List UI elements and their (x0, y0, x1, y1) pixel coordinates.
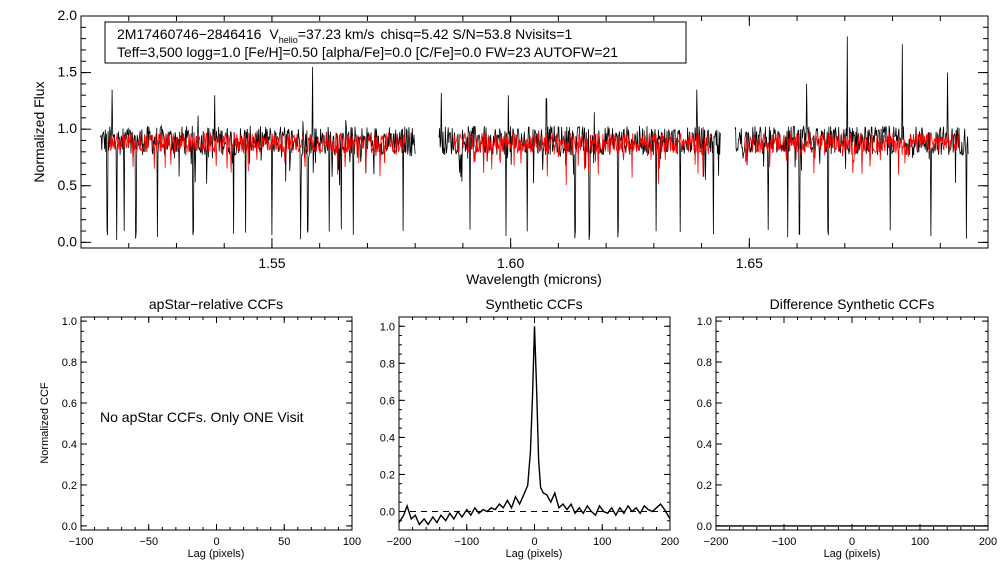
apstar-ytick-label: 0.4 (62, 439, 77, 451)
synthetic-ccf-title: Synthetic CCFs (485, 296, 582, 312)
spectrum-ytick-label: 2.0 (58, 7, 78, 23)
no-ccf-message: No apStar CCFs. Only ONE Visit (100, 409, 304, 425)
apstar-xtick-label: 100 (343, 536, 361, 548)
apstar-xtick-label: −50 (139, 536, 158, 548)
synthetic-ccf-curve (398, 326, 671, 526)
synthetic-ytick-label: 1.0 (380, 321, 395, 333)
model-spectrum-line (109, 131, 960, 186)
synthetic-xtick-label: 200 (661, 536, 679, 548)
ccf-ylabel: Normalized CCF (39, 382, 51, 464)
star-id: 2M17460746−2846416 (117, 26, 262, 42)
difference-xtick-label: 0 (849, 536, 855, 548)
apstar-ytick-label: 1.0 (62, 316, 77, 328)
spectrum-panel: 1.55 1.60 1.65 0.0 0.5 1.0 1.5 2.0 Wavel… (31, 7, 989, 287)
synthetic-xtick-label: −100 (454, 536, 479, 548)
spectrum-frame (80, 15, 989, 249)
synthetic-xtick-label: 0 (531, 536, 537, 548)
annotation-box (104, 21, 687, 64)
synthetic-ytick-label: 0.8 (380, 358, 395, 370)
apstar-xtick-label: 50 (278, 536, 290, 548)
apstar-xtick-label: 0 (213, 536, 219, 548)
spectrum-xtick-label: 1.55 (258, 255, 285, 271)
apstar-ccf-xlabel: Lag (pixels) (188, 548, 245, 560)
spectrum-xlabel: Wavelength (microns) (466, 271, 602, 287)
difference-ytick-label: 0.6 (697, 398, 712, 410)
difference-ccf-title: Difference Synthetic CCFs (770, 296, 935, 312)
synthetic-xtick-label: −200 (387, 536, 412, 548)
synthetic-ytick-label: 0.4 (380, 432, 395, 444)
apstar-ytick-label: 0.8 (62, 357, 77, 369)
synthetic-ccf-ticks (398, 316, 671, 531)
v-helio-subscript: helio (279, 35, 298, 45)
fit-stats: chisq=5.42 S/N=53.8 Nvisits=1 (380, 26, 572, 42)
difference-xtick-label: 200 (979, 536, 997, 548)
difference-xtick-label: −100 (772, 536, 797, 548)
difference-ccf-panel: Difference Synthetic CCFs Lag (pixels) −… (697, 296, 997, 560)
apstar-xtick-label: −100 (69, 536, 94, 548)
spectrum-series (99, 36, 969, 241)
synthetic-ccf-xlabel: Lag (pixels) (506, 548, 563, 560)
apstar-ytick-label: 0.6 (62, 398, 77, 410)
spectrum-ytick-label: 0.0 (58, 233, 78, 249)
apstar-ccf-panel: apStar−relative CCFs Lag (pixels) Normal… (39, 296, 361, 560)
spectrum-ylabel: Normalized Flux (31, 81, 47, 182)
difference-ytick-label: 0.8 (697, 357, 712, 369)
spectrum-xtick-label: 1.65 (736, 255, 763, 271)
difference-ytick-label: 0.2 (697, 480, 712, 492)
difference-ytick-label: 1.0 (697, 316, 712, 328)
spectrum-ytick-label: 1.0 (58, 120, 78, 136)
v-helio-symbol: V (269, 26, 279, 42)
synthetic-xtick-label: 100 (593, 536, 611, 548)
apstar-ytick-label: 0.2 (62, 480, 77, 492)
difference-ccf-frame (715, 316, 989, 531)
synthetic-ccf-panel: Synthetic CCFs Lag (pixels) −200 −100 0 … (380, 296, 679, 560)
synthetic-ytick-label: 0.2 (380, 469, 395, 481)
difference-ytick-label: 0.0 (697, 521, 712, 533)
difference-ccf-ticks (715, 317, 989, 530)
v-helio-value: =37.23 km/s (298, 26, 375, 42)
difference-ccf-xlabel: Lag (pixels) (824, 548, 881, 560)
apstar-ytick-label: 0.0 (62, 521, 77, 533)
apstar-ccf-ticks (80, 317, 353, 530)
difference-xtick-label: −200 (704, 536, 729, 548)
apstar-ccf-title: apStar−relative CCFs (149, 296, 283, 312)
annotation-line-2: Teff=3,500 logg=1.0 [Fe/H]=0.50 [alpha/F… (117, 44, 618, 60)
spectrum-ytick-label: 0.5 (58, 177, 78, 193)
spectrum-xtick-label: 1.60 (497, 255, 524, 271)
difference-xtick-label: 100 (911, 536, 929, 548)
spectrum-ytick-label: 1.5 (58, 64, 78, 80)
annotation-line-1: 2M17460746−2846416 Vhelio=37.23 km/s chisq… (117, 26, 572, 45)
synthetic-ytick-label: 0.0 (380, 506, 395, 518)
difference-ytick-label: 0.4 (697, 439, 712, 451)
synthetic-ytick-label: 0.6 (380, 395, 395, 407)
